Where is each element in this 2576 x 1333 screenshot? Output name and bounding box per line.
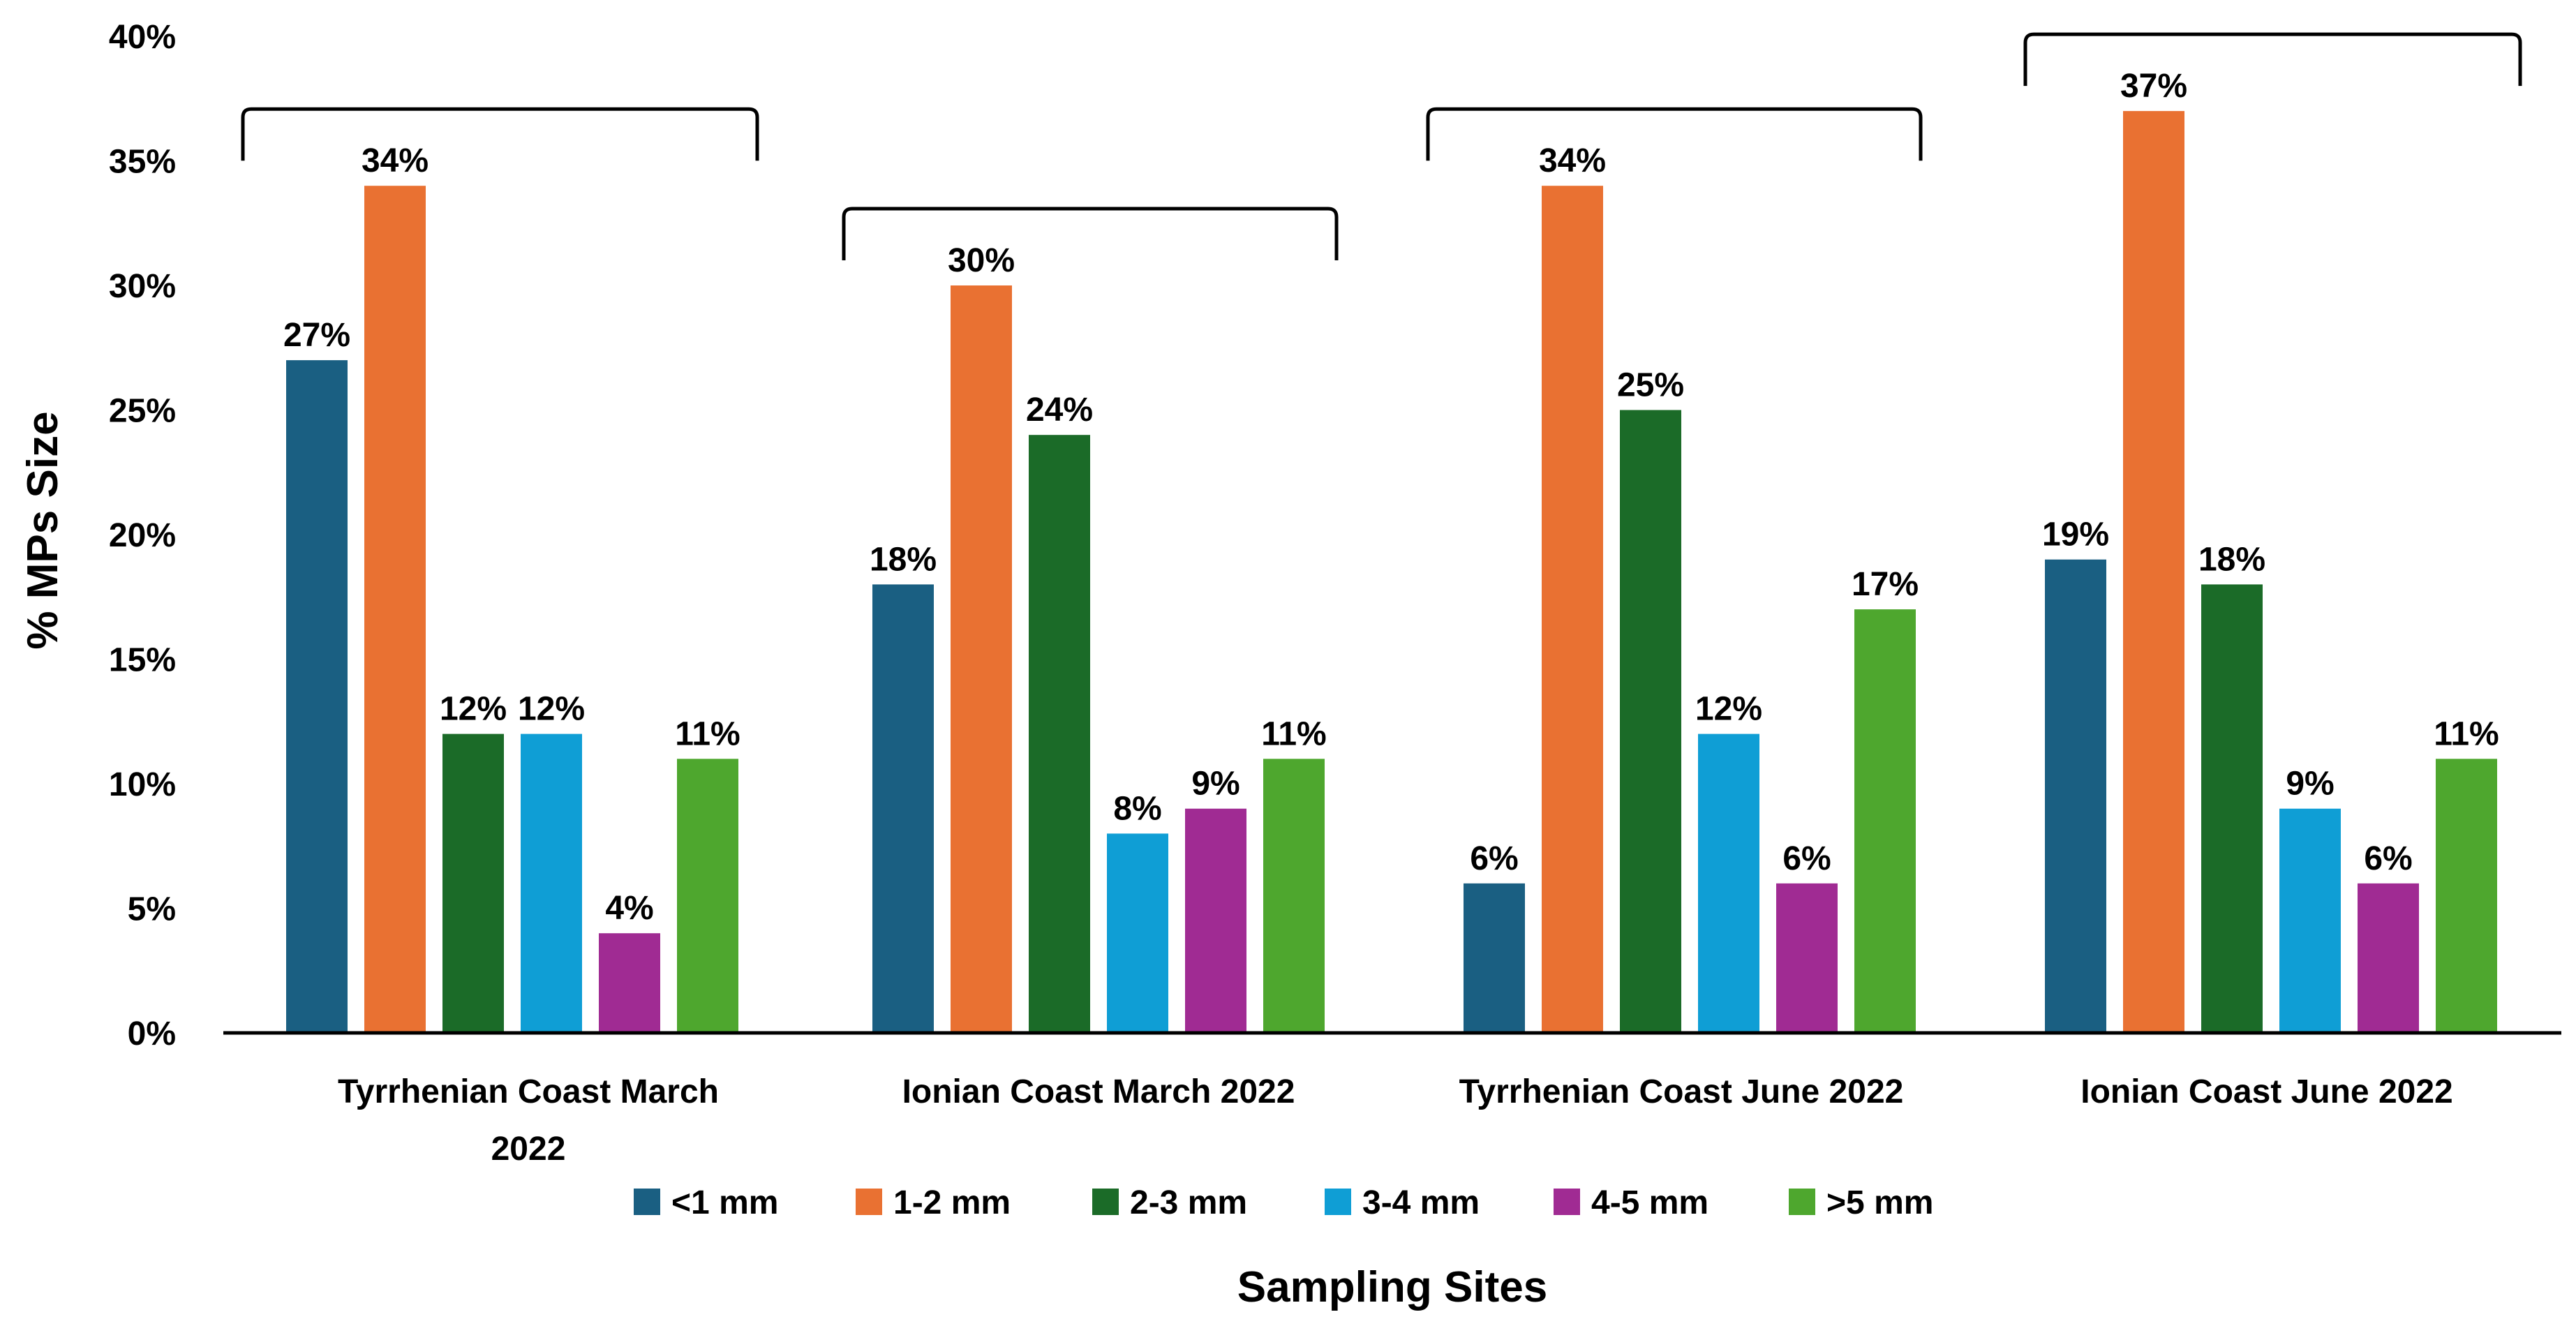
bar-1-2-mm-1 — [364, 186, 426, 1034]
data-label: 8% — [1113, 790, 1161, 827]
data-label: 17% — [1852, 566, 1919, 603]
data-labels: 27% 34% 12% 12% 4% 11% 18% 30% 24% 8% 9% 11% 6% 34% 25… — [283, 68, 2499, 927]
y-tick-label: 30% — [109, 268, 176, 305]
bar-3-4-mm-2 — [1107, 833, 1168, 1033]
data-label: 27% — [283, 317, 350, 354]
x-axis-title: Sampling Sites — [1237, 1263, 1547, 1311]
data-label: 12% — [440, 691, 507, 728]
legend-item: 1-2 mm — [856, 1184, 1011, 1221]
bar-2-3-mm-4 — [2201, 584, 2263, 1033]
legend-label: 4-5 mm — [1591, 1184, 1708, 1221]
bar-2-3-mm-3 — [1620, 410, 1681, 1033]
legend-swatch — [1325, 1189, 1351, 1215]
bar-4-5-mm-2 — [1185, 808, 1246, 1033]
data-label: 37% — [2120, 68, 2187, 105]
legend-label: <1 mm — [671, 1184, 778, 1221]
data-label: 9% — [1191, 766, 1239, 803]
y-tick-label: 20% — [109, 517, 176, 554]
category-label: Ionian Coast March 2022 — [902, 1073, 1295, 1110]
bar--5-mm-3 — [1854, 609, 1916, 1033]
data-label: 18% — [870, 541, 937, 578]
data-label: 11% — [2434, 715, 2499, 752]
y-tick-label: 10% — [109, 766, 176, 803]
bar--1-mm-2 — [872, 584, 934, 1033]
category-label: Tyrrhenian Coast March — [338, 1073, 719, 1110]
bar-3-4-mm-1 — [521, 733, 582, 1033]
legend-swatch — [1092, 1189, 1119, 1215]
bar--1-mm-3 — [1464, 883, 1525, 1033]
group-bracket — [842, 207, 1339, 260]
bar-4-5-mm-3 — [1776, 883, 1838, 1033]
category-label: Tyrrhenian Coast June 2022 — [1459, 1073, 1904, 1110]
data-label: 18% — [2198, 541, 2265, 578]
y-axis-title: % MPs Size — [19, 411, 67, 649]
data-label: 34% — [362, 142, 429, 179]
bar--1-mm-1 — [286, 360, 348, 1033]
legend-item: 2-3 mm — [1092, 1184, 1247, 1221]
y-tick-label: 40% — [109, 19, 176, 56]
data-label: 6% — [2364, 840, 2412, 877]
bar--5-mm-4 — [2436, 759, 2497, 1033]
data-label: 11% — [1261, 715, 1326, 752]
bar-4-5-mm-1 — [599, 933, 660, 1033]
bars — [286, 111, 2497, 1034]
group-bracket — [241, 107, 759, 161]
legend-item: 4-5 mm — [1554, 1184, 1708, 1221]
y-tick-label: 35% — [109, 144, 176, 181]
legend-swatch — [634, 1189, 660, 1215]
y-tick-label: 0% — [128, 1015, 176, 1052]
legend-item: <1 mm — [634, 1184, 778, 1221]
data-label: 6% — [1782, 840, 1831, 877]
bar-1-2-mm-3 — [1542, 186, 1603, 1034]
category-labels: Tyrrhenian Coast March 2022 Ionian Coast M… — [338, 1073, 2453, 1168]
y-axis-ticks: 0% 5% 10% 15% 20% 25% 30% 35% 40% — [109, 19, 176, 1052]
bar-1-2-mm-4 — [2123, 111, 2184, 1034]
data-label: 11% — [675, 715, 740, 752]
legend-label: 1-2 mm — [893, 1184, 1011, 1221]
bar-3-4-mm-4 — [2279, 808, 2341, 1033]
legend-label: 3-4 mm — [1362, 1184, 1480, 1221]
y-tick-label: 5% — [128, 891, 176, 928]
group-brackets — [241, 32, 2522, 260]
bar-2-3-mm-2 — [1029, 435, 1090, 1033]
bar--5-mm-1 — [677, 759, 738, 1033]
bar-2-3-mm-1 — [442, 733, 504, 1033]
legend-item: 3-4 mm — [1325, 1184, 1480, 1221]
legend-label: 2-3 mm — [1130, 1184, 1247, 1221]
legend: <1 mm 1-2 mm 2-3 mm 3-4 mm 4-5 mm >5 mm — [634, 1184, 1933, 1221]
category-label: 2022 — [491, 1131, 566, 1168]
legend-swatch — [1789, 1189, 1815, 1215]
data-label: 24% — [1026, 392, 1093, 429]
bar-1-2-mm-2 — [951, 285, 1012, 1033]
bar-3-4-mm-3 — [1698, 733, 1759, 1033]
group-bracket — [1426, 107, 1923, 161]
data-label: 9% — [2286, 766, 2334, 803]
legend-swatch — [1554, 1189, 1580, 1215]
data-label: 12% — [1695, 691, 1762, 728]
data-label: 12% — [518, 691, 585, 728]
group-bracket — [2023, 32, 2522, 87]
data-label: 30% — [948, 242, 1015, 279]
data-label: 25% — [1617, 367, 1684, 404]
legend-label: >5 mm — [1826, 1184, 1933, 1221]
bar-4-5-mm-4 — [2358, 883, 2419, 1033]
bar--1-mm-4 — [2045, 559, 2106, 1033]
y-tick-label: 25% — [109, 393, 176, 430]
category-label: Ionian Coast June 2022 — [2080, 1073, 2453, 1110]
legend-item: >5 mm — [1789, 1184, 1933, 1221]
data-label: 6% — [1470, 840, 1518, 877]
bar--5-mm-2 — [1263, 759, 1325, 1033]
data-label: 34% — [1539, 142, 1606, 179]
data-label: 4% — [605, 890, 653, 927]
data-label: 19% — [2042, 516, 2109, 553]
legend-swatch — [856, 1189, 882, 1215]
y-tick-label: 15% — [109, 642, 176, 679]
